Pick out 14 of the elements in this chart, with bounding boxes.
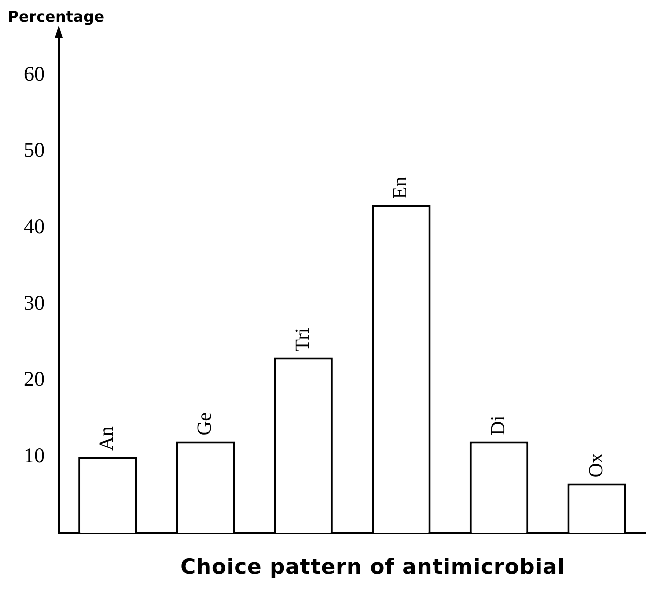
y-tick-label: 20 xyxy=(24,367,45,392)
x-tick-label: Ox xyxy=(585,453,608,478)
x-tick-label: Di xyxy=(488,415,510,436)
y-tick-label: 50 xyxy=(24,138,45,162)
y-tick-label: 40 xyxy=(24,214,45,238)
x-axis-title: Choice pattern of antimicrobial xyxy=(180,555,566,579)
x-tick-label: Ge xyxy=(194,412,216,436)
y-tick-label: 10 xyxy=(24,444,45,468)
y-tick-label: 30 xyxy=(24,290,45,315)
y-axis-title: Percentage xyxy=(8,8,105,26)
x-tick-label: Tri xyxy=(292,328,314,352)
x-tick-label: En xyxy=(390,176,412,200)
y-tick-label: 60 xyxy=(24,62,45,86)
x-tick-label: An xyxy=(96,426,118,452)
